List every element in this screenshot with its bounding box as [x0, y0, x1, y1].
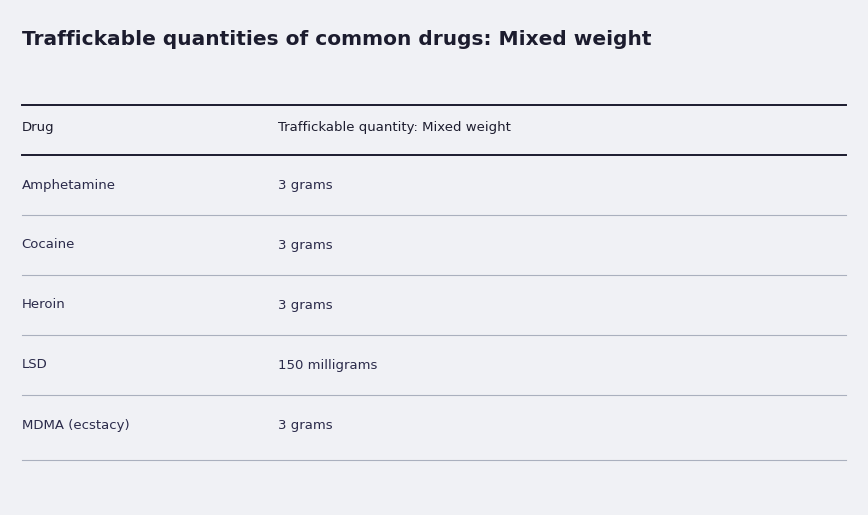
Text: LSD: LSD [22, 358, 48, 371]
Text: Traffickable quantities of common drugs: Mixed weight: Traffickable quantities of common drugs:… [22, 30, 652, 49]
Text: Cocaine: Cocaine [22, 238, 75, 251]
Text: MDMA (ecstacy): MDMA (ecstacy) [22, 419, 129, 432]
Text: 3 grams: 3 grams [278, 238, 332, 251]
Text: Traffickable quantity: Mixed weight: Traffickable quantity: Mixed weight [278, 122, 510, 134]
Text: 150 milligrams: 150 milligrams [278, 358, 377, 371]
Text: Heroin: Heroin [22, 299, 65, 312]
Text: 3 grams: 3 grams [278, 179, 332, 192]
Text: Amphetamine: Amphetamine [22, 179, 115, 192]
Text: 3 grams: 3 grams [278, 419, 332, 432]
Text: 3 grams: 3 grams [278, 299, 332, 312]
Text: Drug: Drug [22, 122, 55, 134]
